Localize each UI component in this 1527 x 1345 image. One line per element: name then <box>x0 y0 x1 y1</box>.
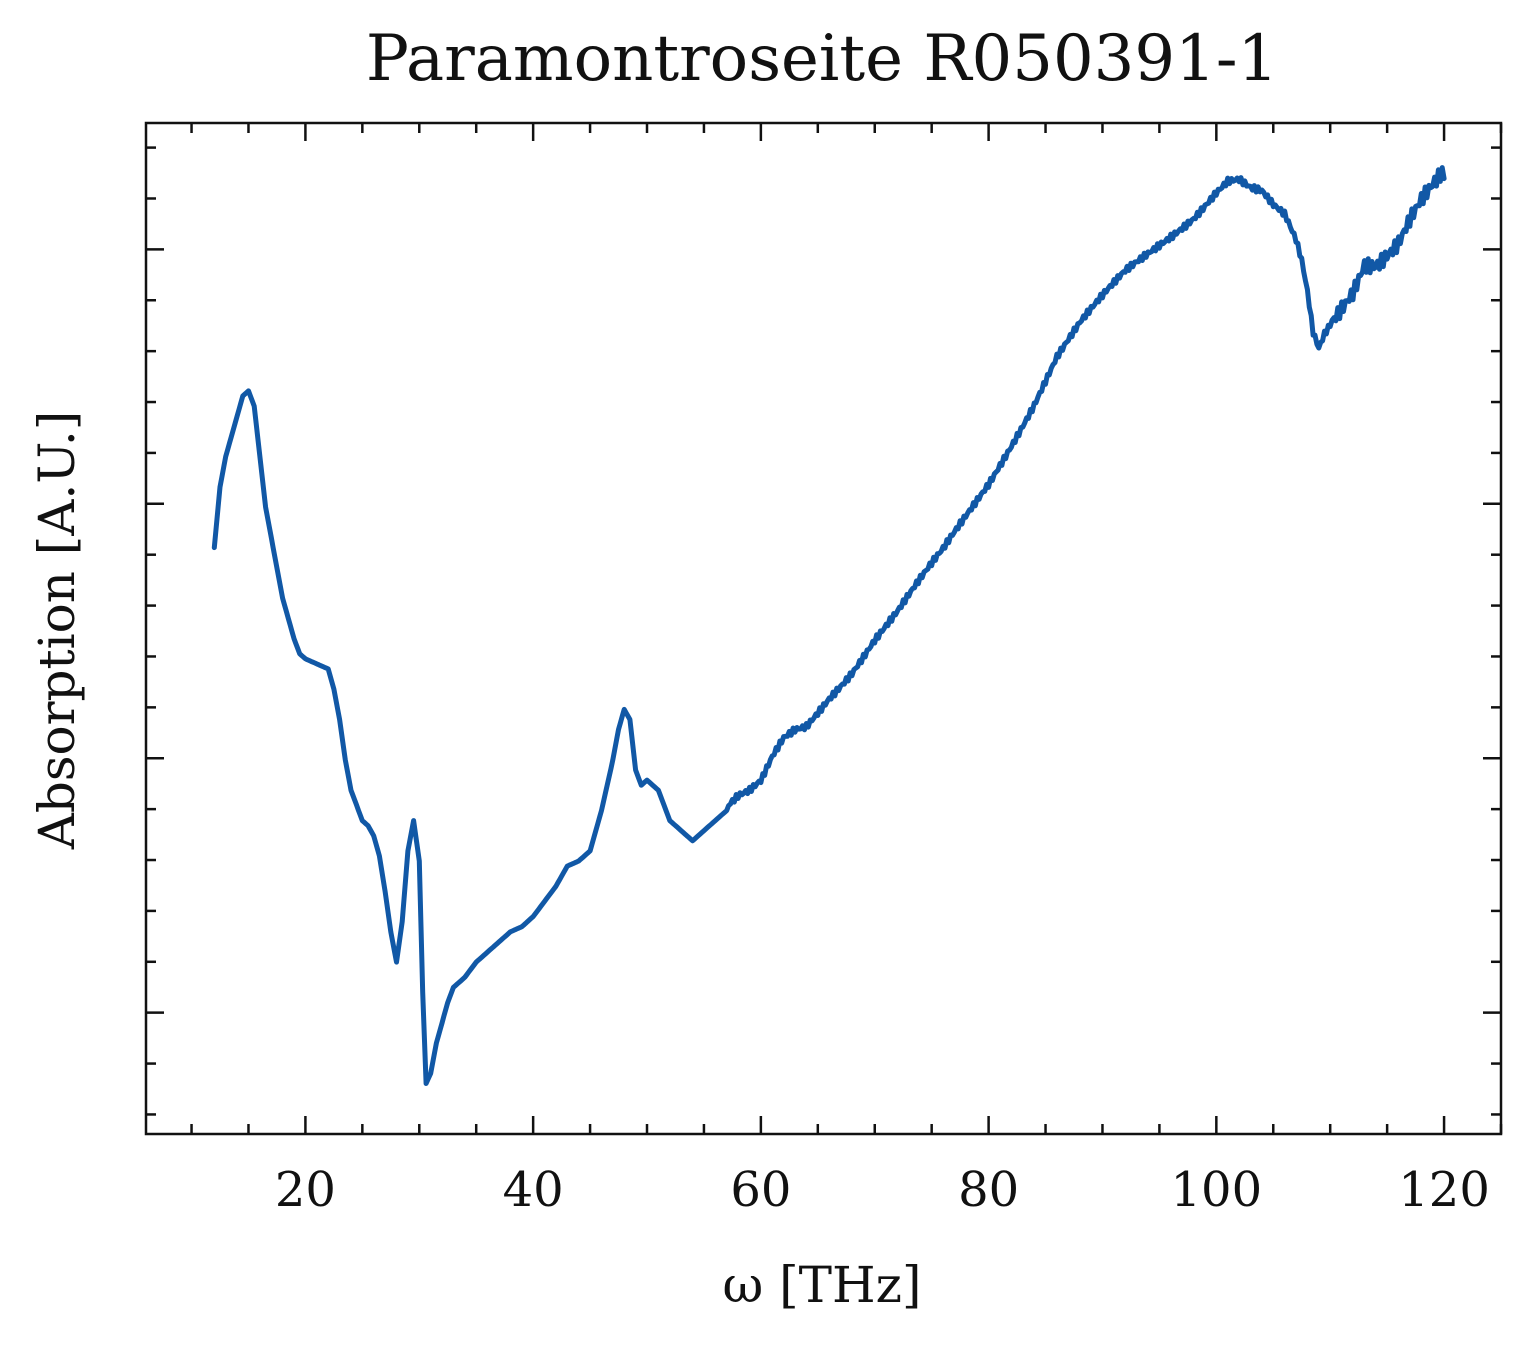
chart-title: Paramontroseite R050391-1 <box>366 22 1278 96</box>
x-tick-label: 80 <box>958 1162 1019 1218</box>
ticks-layer <box>146 123 1503 1134</box>
x-tick-label: 100 <box>1171 1162 1263 1218</box>
x-tick-label: 60 <box>730 1162 791 1218</box>
x-tick-label: 20 <box>275 1162 336 1218</box>
x-tick-label: 120 <box>1398 1162 1490 1218</box>
x-tick-labels: 20 40 60 80 100 120 <box>275 1162 1490 1218</box>
series-line <box>211 165 1447 1086</box>
y-axis-label: Absorption [A.U.] <box>28 411 86 851</box>
x-axis-label: ω [THz] <box>723 1256 922 1314</box>
plot-frame <box>144 121 1503 1136</box>
x-tick-label: 40 <box>503 1162 564 1218</box>
